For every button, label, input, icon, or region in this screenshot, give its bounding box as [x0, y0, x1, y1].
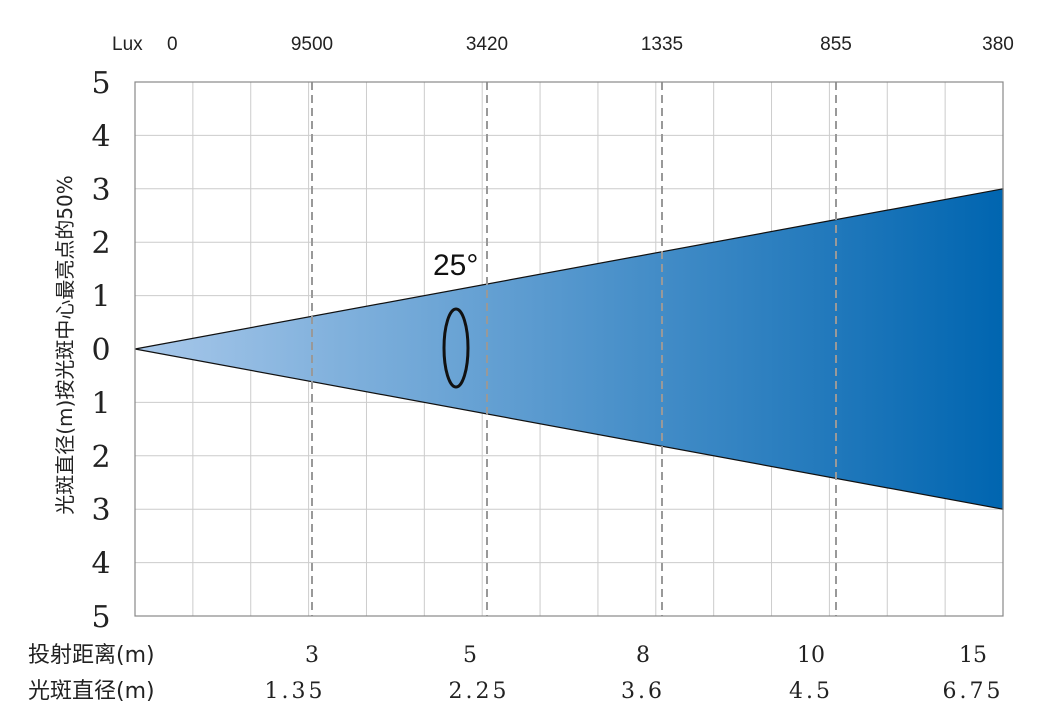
- y-axis-label: 光斑直径(m)按光斑中心最亮点的50%: [53, 175, 77, 515]
- diameter-value: 4.5: [789, 679, 833, 704]
- beam-cone: [134, 188, 1004, 510]
- diameter-value: 2.25: [449, 679, 510, 704]
- lux-value: 3420: [466, 34, 508, 55]
- distance-value: 3: [305, 643, 319, 668]
- lux-value: 380: [982, 34, 1014, 55]
- lux-label: Lux: [112, 34, 143, 55]
- diameter-value: 6.75: [943, 679, 1004, 704]
- plot-frame: [134, 81, 1004, 617]
- distance-row-label: 投射距离(m): [28, 643, 155, 668]
- y-tick-label: 5: [91, 600, 110, 635]
- y-tick-label: 3: [91, 493, 110, 528]
- distance-value: 10: [797, 643, 825, 668]
- y-tick-label: 1: [91, 386, 110, 421]
- diameter-value: 3.6: [621, 679, 665, 704]
- y-tick-label: 3: [91, 173, 110, 208]
- y-axis-ticks: 5 4 3 2 1 0 1 2 3 4 5: [91, 66, 110, 635]
- diameter-row-label: 光斑直径(m): [28, 679, 155, 704]
- distance-value: 15: [959, 643, 987, 668]
- lux-value: 855: [820, 34, 852, 55]
- lux-origin: 0: [167, 34, 178, 55]
- beam-angle-label: 25°: [433, 249, 478, 282]
- y-tick-label: 2: [91, 440, 110, 475]
- distance-value: 8: [636, 643, 650, 668]
- distance-dashed-lines: [311, 82, 837, 616]
- y-tick-label: 5: [91, 66, 110, 101]
- y-tick-label: 0: [91, 333, 110, 368]
- bottom-table: 投射距离(m) 光斑直径(m) 3 5 8 10 15 1.35 2.25 3.6 4.5 6.75: [28, 643, 1004, 704]
- y-tick-label: 4: [91, 119, 110, 154]
- distance-value: 5: [463, 643, 477, 668]
- lux-row: Lux 0 9500 3420 1335 855 380: [112, 34, 1014, 55]
- y-tick-label: 2: [91, 226, 110, 261]
- y-tick-label: 1: [91, 280, 110, 315]
- beam-spot-ellipse: [442, 307, 470, 389]
- lux-value: 1335: [641, 34, 683, 55]
- diameter-value: 1.35: [265, 679, 326, 704]
- y-tick-label: 4: [91, 547, 110, 582]
- lux-value: 9500: [291, 34, 333, 55]
